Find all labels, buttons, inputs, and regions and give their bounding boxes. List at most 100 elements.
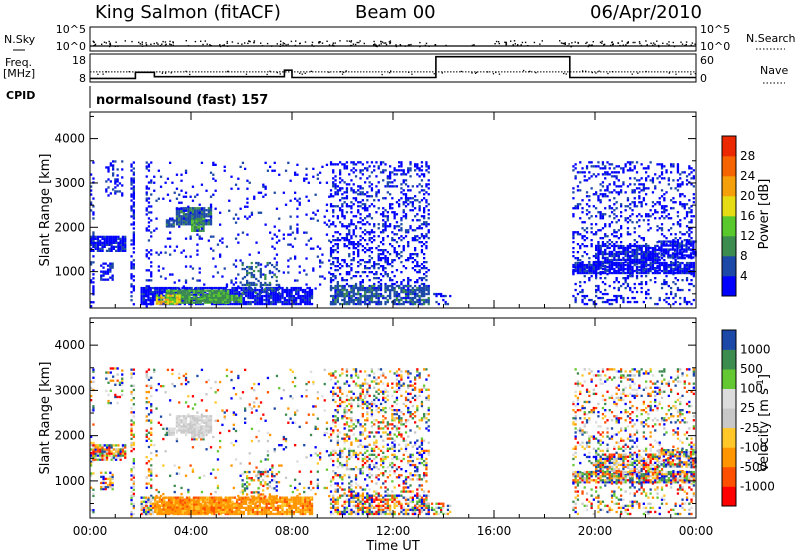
power-cell: [373, 239, 376, 242]
power-cell: [145, 305, 148, 308]
power-cell: [99, 247, 102, 250]
freq-point: [645, 70, 647, 73]
power-cell: [402, 288, 405, 292]
power-cell: [404, 199, 408, 202]
power-cell: [375, 292, 378, 296]
power-cell: [427, 237, 430, 240]
power-cell: [626, 252, 630, 256]
power-cell: [325, 163, 329, 166]
power-cell: [191, 211, 195, 214]
power-cell: [329, 205, 333, 208]
power-cell: [649, 256, 652, 260]
power-cell: [645, 171, 648, 174]
power-cell: [145, 300, 148, 304]
power-cell: [306, 300, 309, 304]
power-cell: [629, 275, 632, 278]
power-cell: [200, 209, 204, 212]
power-cell: [281, 286, 284, 290]
noise-point: [685, 41, 688, 43]
noise-point: [638, 41, 641, 43]
power-cell: [674, 248, 677, 251]
power-cell: [370, 290, 374, 294]
power-cell: [196, 243, 199, 246]
power-cell: [350, 161, 353, 164]
power-cell: [660, 240, 663, 243]
power-cell: [667, 229, 670, 232]
power-cell: [296, 163, 299, 166]
power-cell: [683, 271, 686, 275]
power-cell: [180, 209, 183, 212]
noise-point: [241, 43, 243, 45]
noise-point: [419, 45, 421, 48]
power-cell: [645, 290, 648, 294]
power-cell: [601, 215, 605, 218]
power-cell: [595, 302, 598, 306]
power-cell: [370, 187, 374, 190]
power-cell: [382, 219, 385, 222]
power-cell: [240, 288, 243, 292]
power-cell: [409, 175, 412, 178]
power-cell: [145, 298, 148, 302]
noise-point: [662, 42, 664, 44]
power-cell: [398, 300, 401, 304]
power-cell: [163, 286, 166, 290]
power-cell: [303, 269, 306, 272]
power-cell: [132, 181, 135, 184]
power-cell: [228, 294, 231, 297]
power-cell: [268, 281, 272, 285]
power-cell: [604, 277, 607, 280]
power-cell: [175, 173, 179, 176]
power-cell: [601, 257, 605, 260]
power-cell: [379, 265, 383, 268]
power-cell: [209, 247, 213, 250]
power-cell: [635, 258, 639, 262]
power-cell: [395, 241, 399, 244]
power-cell: [633, 258, 636, 262]
power-cell: [678, 256, 681, 259]
power-cell: [203, 300, 206, 303]
power-cell: [118, 182, 122, 185]
power-cell: [268, 287, 272, 291]
power-cell: [672, 269, 675, 273]
power-cell: [670, 267, 673, 271]
power-cell: [176, 298, 179, 301]
power-cell: [411, 229, 414, 232]
power-cell: [391, 284, 394, 288]
power-cell: [660, 163, 664, 166]
power-cell: [645, 250, 648, 254]
power-cell: [352, 298, 355, 302]
power-cell: [306, 292, 309, 296]
power-cell: [255, 277, 258, 281]
power-cell: [343, 191, 346, 194]
power-cell: [202, 291, 205, 294]
power-cell: [384, 209, 387, 212]
power-cell: [197, 293, 200, 296]
power-cell: [345, 292, 349, 296]
power-cell: [329, 223, 333, 226]
power-cell: [341, 279, 344, 282]
freq-point: [301, 73, 303, 75]
power-cell: [199, 289, 203, 292]
power-cell: [395, 302, 399, 306]
power-cell: [361, 271, 364, 274]
power-cell: [597, 197, 600, 200]
noise-point: [318, 41, 320, 43]
power-cell: [692, 201, 695, 204]
power-cell: [402, 173, 405, 176]
power-cell: [175, 219, 179, 222]
power-cell: [339, 173, 342, 176]
power-cell: [90, 235, 93, 238]
power-cell: [402, 247, 405, 250]
power-cell: [651, 249, 655, 252]
power-cell: [147, 205, 151, 208]
power-cell: [306, 290, 309, 294]
power-cell: [352, 243, 355, 246]
power-cell: [132, 195, 135, 198]
noise-point: [612, 43, 614, 46]
power-cell: [631, 201, 634, 204]
power-cell: [332, 205, 335, 208]
power-cell: [395, 173, 399, 176]
power-cell: [140, 300, 143, 304]
power-cell: [361, 173, 364, 176]
power-cell: [391, 265, 394, 268]
